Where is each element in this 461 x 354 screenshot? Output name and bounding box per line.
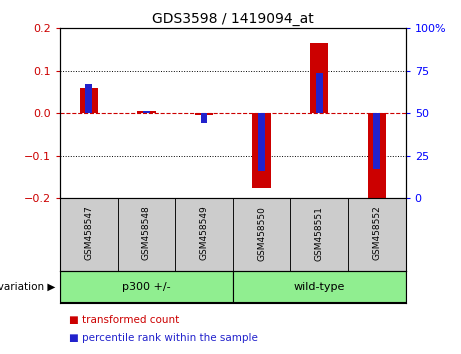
- Text: GSM458549: GSM458549: [200, 206, 208, 261]
- Text: GSM458550: GSM458550: [257, 206, 266, 261]
- Bar: [348, 198, 406, 271]
- Text: GSM458547: GSM458547: [84, 206, 93, 261]
- Bar: [316, 73, 323, 113]
- Bar: [143, 111, 150, 113]
- Text: GSM458552: GSM458552: [372, 206, 381, 261]
- Text: p300 +/-: p300 +/-: [122, 282, 171, 292]
- Bar: [195, 113, 213, 115]
- Bar: [252, 113, 271, 188]
- Bar: [175, 198, 233, 271]
- Bar: [118, 198, 175, 271]
- Text: GSM458548: GSM458548: [142, 206, 151, 261]
- Bar: [85, 84, 92, 113]
- Bar: [60, 272, 233, 302]
- Bar: [137, 111, 156, 113]
- Bar: [60, 198, 118, 271]
- Text: GSM458551: GSM458551: [315, 206, 324, 261]
- Title: GDS3598 / 1419094_at: GDS3598 / 1419094_at: [152, 12, 313, 26]
- Bar: [233, 272, 406, 302]
- Bar: [368, 113, 386, 200]
- Text: ■ transformed count: ■ transformed count: [69, 315, 179, 325]
- Bar: [79, 88, 98, 113]
- Text: genotype/variation ▶: genotype/variation ▶: [0, 282, 55, 292]
- Bar: [233, 198, 290, 271]
- Bar: [290, 198, 348, 271]
- Bar: [373, 113, 380, 169]
- Bar: [258, 113, 265, 171]
- Bar: [201, 113, 207, 122]
- Text: ■ percentile rank within the sample: ■ percentile rank within the sample: [69, 333, 258, 343]
- Bar: [310, 43, 328, 113]
- Text: wild-type: wild-type: [294, 282, 345, 292]
